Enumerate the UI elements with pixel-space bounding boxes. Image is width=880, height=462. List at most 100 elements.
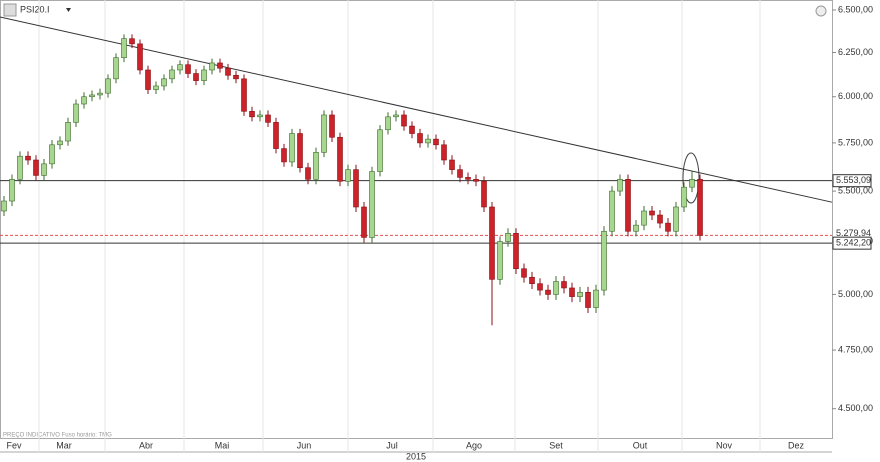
candle-body xyxy=(665,222,671,232)
candle-body xyxy=(281,148,287,163)
x-tick-label: Set xyxy=(549,440,563,450)
y-tick-label: 6.500,00 xyxy=(838,4,873,14)
x-tick-label: Mar xyxy=(56,440,72,450)
candle-body xyxy=(17,155,23,180)
candle-body xyxy=(329,114,335,138)
candle-body xyxy=(377,129,383,172)
candle-body xyxy=(121,38,127,59)
candle-body xyxy=(353,169,359,208)
x-tick-label: Ago xyxy=(466,440,482,450)
candle-body xyxy=(177,64,183,71)
candle-body xyxy=(689,179,695,188)
year-label: 2015 xyxy=(406,451,426,461)
candle-body xyxy=(241,78,247,112)
candle-body xyxy=(81,96,87,105)
candle-body xyxy=(369,171,375,238)
level-label: 5.242,20 xyxy=(836,238,871,248)
candle-body xyxy=(641,210,647,226)
candle-body xyxy=(257,114,263,118)
candle-body xyxy=(289,133,295,163)
candle-body xyxy=(305,167,311,180)
candle-body xyxy=(225,67,231,76)
candle-body xyxy=(425,138,431,144)
candle-body xyxy=(217,62,223,69)
candle-body xyxy=(577,291,583,297)
candle-body xyxy=(417,133,423,144)
candle-body xyxy=(409,125,415,134)
candle-body xyxy=(401,114,407,127)
candle-body xyxy=(465,177,471,180)
candle-body xyxy=(145,69,151,90)
candle-body xyxy=(681,186,687,208)
x-tick-label: Dez xyxy=(788,440,805,450)
candle-body xyxy=(497,241,503,280)
candle-body xyxy=(297,133,303,168)
y-tick-label: 5.750,00 xyxy=(838,137,873,147)
candle-body xyxy=(137,43,143,71)
candle-body xyxy=(33,159,39,176)
candle-body xyxy=(617,179,623,192)
candle-body xyxy=(633,224,639,232)
candle-body xyxy=(321,114,327,153)
candle-body xyxy=(601,230,607,291)
candle-body xyxy=(153,85,159,90)
x-tick-label: Fev xyxy=(6,440,22,450)
plot-frame xyxy=(0,0,833,439)
last-price-label: 5.279,94 xyxy=(836,228,871,238)
candle-body xyxy=(73,103,79,123)
note: PREÇO INDICATIVO Fuso horário: TMG xyxy=(3,433,112,439)
x-tick-label: Jul xyxy=(386,440,398,450)
candle-body xyxy=(25,155,31,161)
x-tick-label: Abr xyxy=(139,440,153,450)
y-tick-label: 4.500,00 xyxy=(838,403,873,413)
y-tick-label: 5.000,00 xyxy=(838,289,873,299)
candle-body xyxy=(1,200,7,212)
candle-body xyxy=(233,74,239,80)
candle-body xyxy=(313,152,319,180)
candle-body xyxy=(393,114,399,118)
candle-body xyxy=(201,69,207,81)
ticker[interactable]: PSI20.I xyxy=(20,4,50,14)
candle-body xyxy=(537,283,543,291)
y-tick-label: 6.000,00 xyxy=(838,91,873,101)
candle-body xyxy=(161,78,167,87)
y-tick-label: 4.750,00 xyxy=(838,344,873,354)
candle-body xyxy=(265,114,271,123)
candle-body xyxy=(41,163,47,176)
candle-body xyxy=(433,138,439,146)
candle-body xyxy=(457,169,463,178)
dropdown-arrow[interactable] xyxy=(66,8,71,12)
y-tick-label: 6.250,00 xyxy=(838,47,873,57)
level-label: 5.553,09 xyxy=(836,175,871,185)
candle-body xyxy=(385,116,391,131)
candle-body xyxy=(209,62,215,71)
candle-body xyxy=(505,233,511,242)
candle-body xyxy=(673,206,679,232)
x-tick-label: Jun xyxy=(297,440,312,450)
annotation-ellipse xyxy=(682,152,700,204)
candle-body xyxy=(481,180,487,208)
candle-body xyxy=(113,57,119,80)
candle-body xyxy=(249,111,255,118)
candle-body xyxy=(441,144,447,161)
candle-body xyxy=(9,179,15,202)
candle-body xyxy=(193,73,199,81)
candle-body xyxy=(97,92,103,96)
menu-icon[interactable] xyxy=(3,3,17,17)
candle-body xyxy=(545,289,551,295)
candle-body xyxy=(697,179,703,236)
candle-body xyxy=(57,140,63,146)
level-label-box xyxy=(832,236,872,250)
candle-body xyxy=(105,78,111,94)
candle-body xyxy=(473,179,479,182)
candle-body xyxy=(585,291,591,308)
candle-body xyxy=(561,281,567,289)
candle-body xyxy=(513,233,519,270)
settings-icon[interactable] xyxy=(815,5,827,17)
candle-body xyxy=(553,281,559,295)
candle-body xyxy=(65,122,71,142)
candle-body xyxy=(361,206,367,238)
candle-body xyxy=(273,122,279,149)
